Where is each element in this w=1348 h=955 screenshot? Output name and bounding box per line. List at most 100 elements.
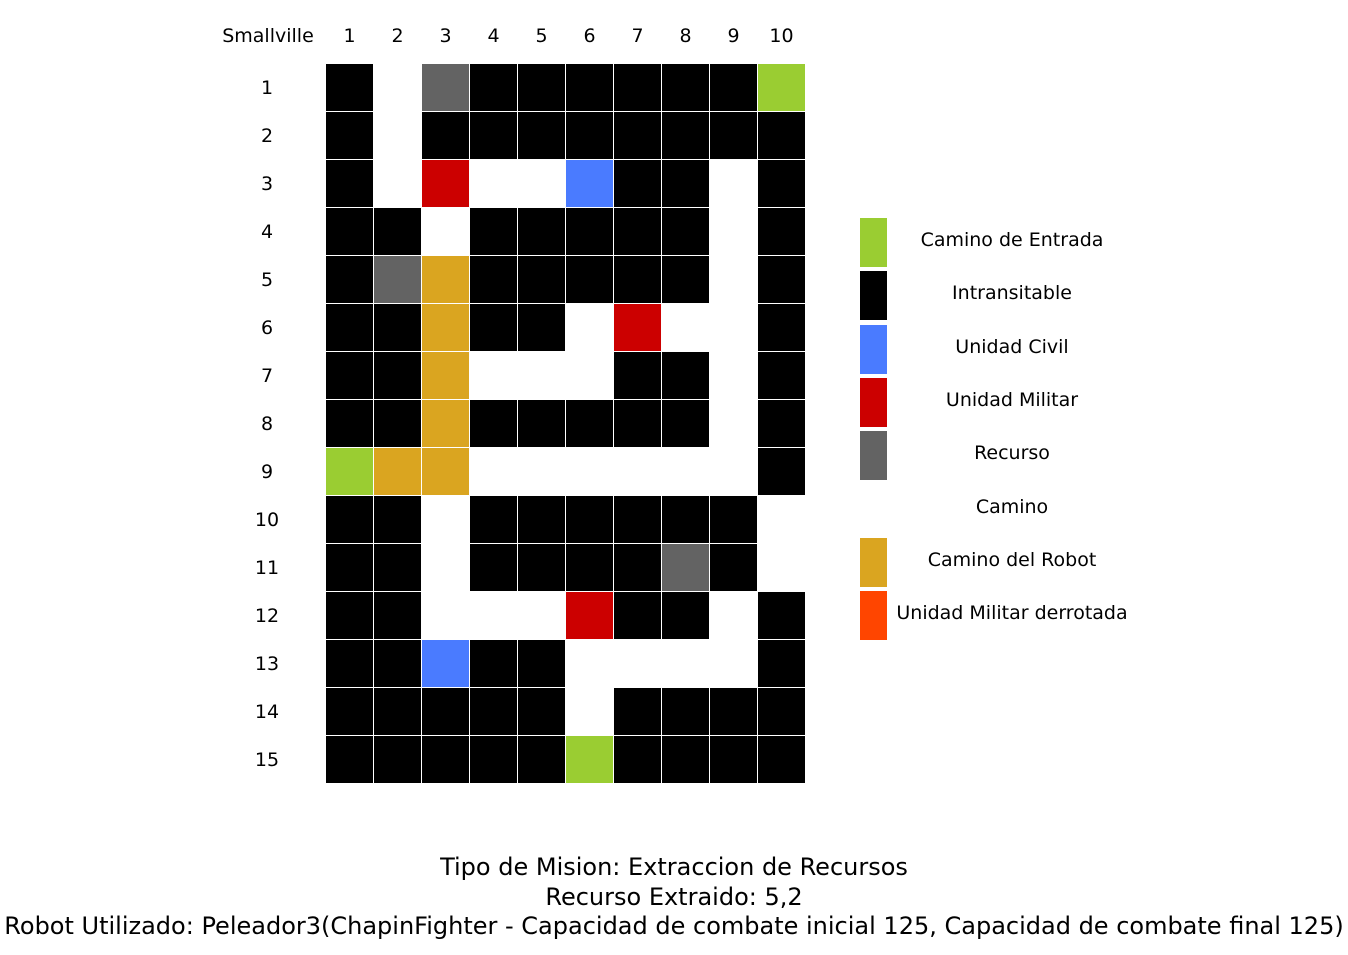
map-cell-intransitable bbox=[374, 544, 421, 591]
map-cell-intransitable bbox=[566, 496, 613, 543]
map-cell-intransitable bbox=[374, 400, 421, 447]
map-cell-intransitable bbox=[710, 544, 757, 591]
legend-label-recurso: Recurso bbox=[974, 442, 1050, 465]
map-cell-camino bbox=[518, 160, 565, 207]
map-title: Smallville bbox=[222, 25, 314, 47]
map-cell-intransitable bbox=[518, 400, 565, 447]
map-cell-intransitable bbox=[470, 496, 517, 543]
map-cell-intransitable bbox=[374, 304, 421, 351]
map-cell-camino bbox=[710, 160, 757, 207]
map-cell-intransitable bbox=[758, 208, 805, 255]
map-cell-intransitable bbox=[662, 64, 709, 111]
map-cell-intransitable bbox=[662, 496, 709, 543]
column-header: 10 bbox=[769, 25, 794, 47]
map-cell-intransitable bbox=[758, 112, 805, 159]
map-cell-camino bbox=[422, 544, 469, 591]
map-cell-intransitable bbox=[470, 400, 517, 447]
map-cell-camino-del-robot bbox=[422, 304, 469, 351]
map-cell-camino-del-robot bbox=[422, 448, 469, 495]
map-cell-intransitable bbox=[566, 112, 613, 159]
column-header: 9 bbox=[727, 25, 740, 47]
map-cell-intransitable bbox=[758, 256, 805, 303]
column-header: 8 bbox=[679, 25, 692, 47]
map-cell-camino-del-robot bbox=[422, 352, 469, 399]
map-cell-intransitable bbox=[518, 208, 565, 255]
map-cell-camino bbox=[710, 352, 757, 399]
map-cell-camino bbox=[710, 448, 757, 495]
map-cell-intransitable bbox=[470, 208, 517, 255]
map-cell-intransitable bbox=[758, 352, 805, 399]
map-cell-camino bbox=[470, 352, 517, 399]
map-cell-intransitable bbox=[614, 208, 661, 255]
map-cell-intransitable bbox=[326, 256, 373, 303]
map-cell-camino bbox=[662, 640, 709, 687]
map-cell-intransitable bbox=[470, 544, 517, 591]
map-cell-camino bbox=[518, 592, 565, 639]
map-cell-camino bbox=[470, 448, 517, 495]
legend-swatch-unidad-militar-derrotada bbox=[860, 591, 887, 641]
map-cell-intransitable bbox=[662, 256, 709, 303]
map-cell-intransitable bbox=[326, 304, 373, 351]
map-cell-intransitable bbox=[710, 736, 757, 783]
legend-swatch-unidad-civil bbox=[860, 324, 887, 374]
row-header: 5 bbox=[260, 269, 274, 291]
map-cell-intransitable bbox=[518, 544, 565, 591]
legend-swatch-recurso bbox=[860, 431, 887, 481]
map-cell-camino-del-robot bbox=[422, 256, 469, 303]
map-cell-intransitable bbox=[374, 592, 421, 639]
map-cell-camino bbox=[662, 304, 709, 351]
map-cell-intransitable bbox=[518, 640, 565, 687]
map-cell-recurso bbox=[662, 544, 709, 591]
column-header: 4 bbox=[487, 25, 500, 47]
map-cell-intransitable bbox=[470, 304, 517, 351]
legend-label-intransitable: Intransitable bbox=[952, 282, 1072, 305]
map-cell-intransitable bbox=[518, 304, 565, 351]
map-cell-intransitable bbox=[614, 352, 661, 399]
map-cell-intransitable bbox=[662, 688, 709, 735]
map-cell-camino bbox=[710, 208, 757, 255]
map-cell-camino bbox=[758, 544, 805, 591]
column-header: 3 bbox=[439, 25, 452, 47]
row-header: 8 bbox=[260, 413, 274, 435]
map-cell-camino bbox=[758, 496, 805, 543]
column-header: 5 bbox=[535, 25, 548, 47]
map-cell-intransitable bbox=[326, 400, 373, 447]
map-cell-camino bbox=[374, 160, 421, 207]
legend-label-unidad-militar: Unidad Militar bbox=[945, 388, 1079, 411]
map-cell-intransitable bbox=[326, 688, 373, 735]
map-cell-intransitable bbox=[326, 736, 373, 783]
map-cell-intransitable bbox=[470, 736, 517, 783]
map-cell-recurso bbox=[374, 256, 421, 303]
map-cell-intransitable bbox=[470, 256, 517, 303]
map-cell-intransitable bbox=[758, 688, 805, 735]
map-cell-intransitable bbox=[662, 592, 709, 639]
map-cell-camino bbox=[614, 448, 661, 495]
map-cell-intransitable bbox=[662, 160, 709, 207]
map-cell-camino bbox=[422, 208, 469, 255]
row-header: 15 bbox=[254, 749, 280, 771]
row-header: 12 bbox=[254, 605, 280, 627]
map-cell-unidad-civil bbox=[422, 640, 469, 687]
legend-swatch-unidad-militar bbox=[860, 377, 887, 427]
legend-swatch-camino-del-robot bbox=[860, 537, 887, 587]
map-cell-camino bbox=[566, 304, 613, 351]
row-header: 6 bbox=[260, 317, 274, 339]
map-cell-intransitable bbox=[470, 64, 517, 111]
map-cell-camino-de-entrada bbox=[326, 448, 373, 495]
map-cell-intransitable bbox=[422, 736, 469, 783]
map-cell-intransitable bbox=[662, 112, 709, 159]
map-cell-camino bbox=[518, 352, 565, 399]
map-cell-intransitable bbox=[758, 592, 805, 639]
map-cell-intransitable bbox=[326, 640, 373, 687]
map-cell-intransitable bbox=[374, 208, 421, 255]
map-cell-intransitable bbox=[326, 160, 373, 207]
map-cell-intransitable bbox=[326, 112, 373, 159]
map-cell-camino bbox=[518, 448, 565, 495]
map-cell-intransitable bbox=[710, 112, 757, 159]
map-cell-intransitable bbox=[566, 544, 613, 591]
legend-swatch-intransitable bbox=[860, 271, 887, 321]
map-cell-intransitable bbox=[614, 64, 661, 111]
map-cell-intransitable bbox=[374, 640, 421, 687]
map-cell-intransitable bbox=[758, 736, 805, 783]
map-cell-camino-del-robot bbox=[374, 448, 421, 495]
